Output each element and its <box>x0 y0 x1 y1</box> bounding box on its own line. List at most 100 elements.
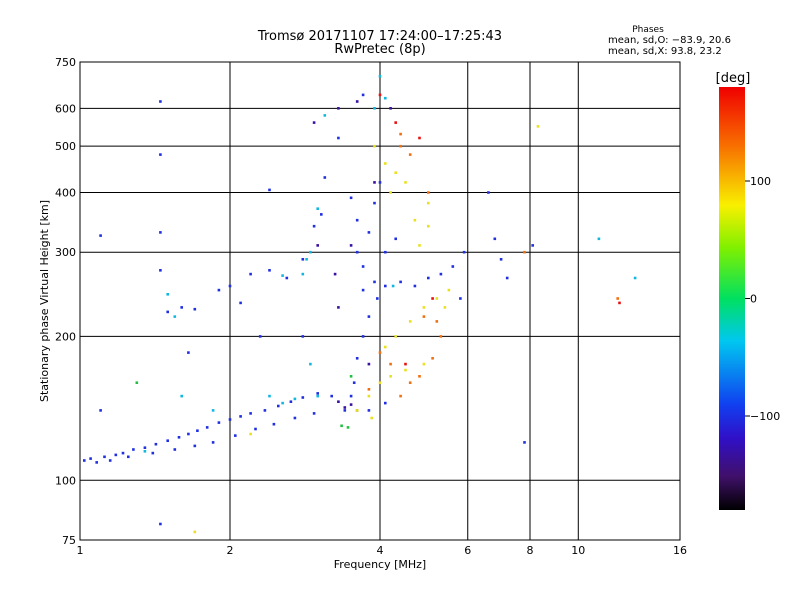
data-point <box>330 394 333 398</box>
data-point <box>355 250 359 254</box>
data-point <box>305 258 308 261</box>
data-point <box>616 297 619 300</box>
data-point <box>340 424 343 428</box>
data-point <box>349 244 353 247</box>
data-point <box>312 412 316 415</box>
data-point <box>361 93 365 97</box>
data-point <box>228 418 232 421</box>
data-point <box>531 244 534 247</box>
data-point <box>418 244 421 247</box>
data-point <box>355 357 359 360</box>
data-point <box>254 427 257 431</box>
data-point <box>367 394 371 398</box>
data-point <box>399 394 402 398</box>
data-point <box>422 306 426 309</box>
data-point <box>239 415 242 418</box>
data-point <box>121 451 125 455</box>
y-tick-label: 300 <box>55 246 76 259</box>
y-tick-label: 750 <box>55 56 76 69</box>
data-point <box>487 191 490 194</box>
data-point <box>523 441 526 444</box>
data-point <box>361 265 365 268</box>
colorbar-ticks: 100 0 −100 <box>745 175 780 423</box>
data-point <box>422 315 426 318</box>
data-point <box>159 269 162 272</box>
data-point <box>389 191 392 194</box>
y-axis-label: Stationary phase Virtual Height [km] <box>38 200 51 402</box>
data-point <box>193 307 197 311</box>
data-point <box>384 250 387 254</box>
data-point <box>427 224 430 228</box>
data-point <box>408 320 412 323</box>
data-point <box>394 121 397 124</box>
data-point <box>378 181 382 184</box>
data-point <box>361 335 365 338</box>
data-point <box>89 457 92 460</box>
data-point <box>404 181 407 184</box>
data-point <box>597 237 601 241</box>
data-point <box>258 335 262 338</box>
data-point <box>193 444 197 448</box>
data-point <box>249 432 252 436</box>
data-point <box>272 422 276 426</box>
data-point <box>378 381 382 384</box>
data-point <box>404 368 407 372</box>
data-point <box>451 265 455 268</box>
data-point <box>316 244 319 247</box>
data-point <box>166 439 169 442</box>
data-point <box>399 280 402 284</box>
data-point <box>249 412 252 415</box>
data-point <box>373 280 376 284</box>
data-point <box>301 272 305 276</box>
stats-x-mode: mean, sd,X: 93.8, 23.2 <box>608 46 722 57</box>
data-point <box>114 453 118 457</box>
data-point <box>431 297 434 300</box>
data-point <box>154 442 158 446</box>
data-point <box>384 96 387 100</box>
data-point <box>99 409 102 412</box>
x-axis-label: Frequency [MHz] <box>334 558 426 571</box>
data-point <box>367 409 371 412</box>
data-point <box>316 394 319 398</box>
data-point <box>309 362 312 366</box>
data-point <box>355 100 359 103</box>
colorbar-label: [deg] <box>716 71 751 86</box>
data-point <box>352 381 356 384</box>
chart-title: Tromsø 20171107 17:24:00–17:25:43 <box>257 29 502 44</box>
data-point <box>187 351 190 354</box>
data-point <box>367 388 371 391</box>
data-point <box>413 284 417 288</box>
data-point <box>349 403 353 406</box>
data-point <box>373 144 376 148</box>
data-point <box>211 409 215 412</box>
data-point <box>418 136 421 140</box>
data-point <box>285 276 289 280</box>
data-point <box>108 459 112 462</box>
x-tick-label: 8 <box>527 544 534 557</box>
data-point <box>217 421 221 424</box>
y-tick-label: 600 <box>55 102 76 115</box>
data-point <box>408 381 412 384</box>
data-point <box>103 455 106 459</box>
data-point <box>349 196 353 200</box>
data-point <box>389 375 392 378</box>
data-point <box>391 284 395 288</box>
data-point <box>249 272 252 276</box>
data-point <box>376 297 379 300</box>
data-point <box>367 362 371 366</box>
data-point <box>343 409 347 412</box>
data-point <box>263 409 267 412</box>
data-point <box>422 362 426 366</box>
data-point <box>135 381 139 384</box>
x-tick-label: 10 <box>571 544 585 557</box>
data-point <box>384 284 387 288</box>
data-point <box>177 436 181 439</box>
data-point <box>159 100 162 103</box>
stats-header: Phases <box>632 25 664 35</box>
data-point <box>95 461 98 464</box>
data-point <box>166 310 169 314</box>
data-point <box>394 171 397 174</box>
data-point <box>349 375 353 378</box>
data-point <box>505 276 509 280</box>
